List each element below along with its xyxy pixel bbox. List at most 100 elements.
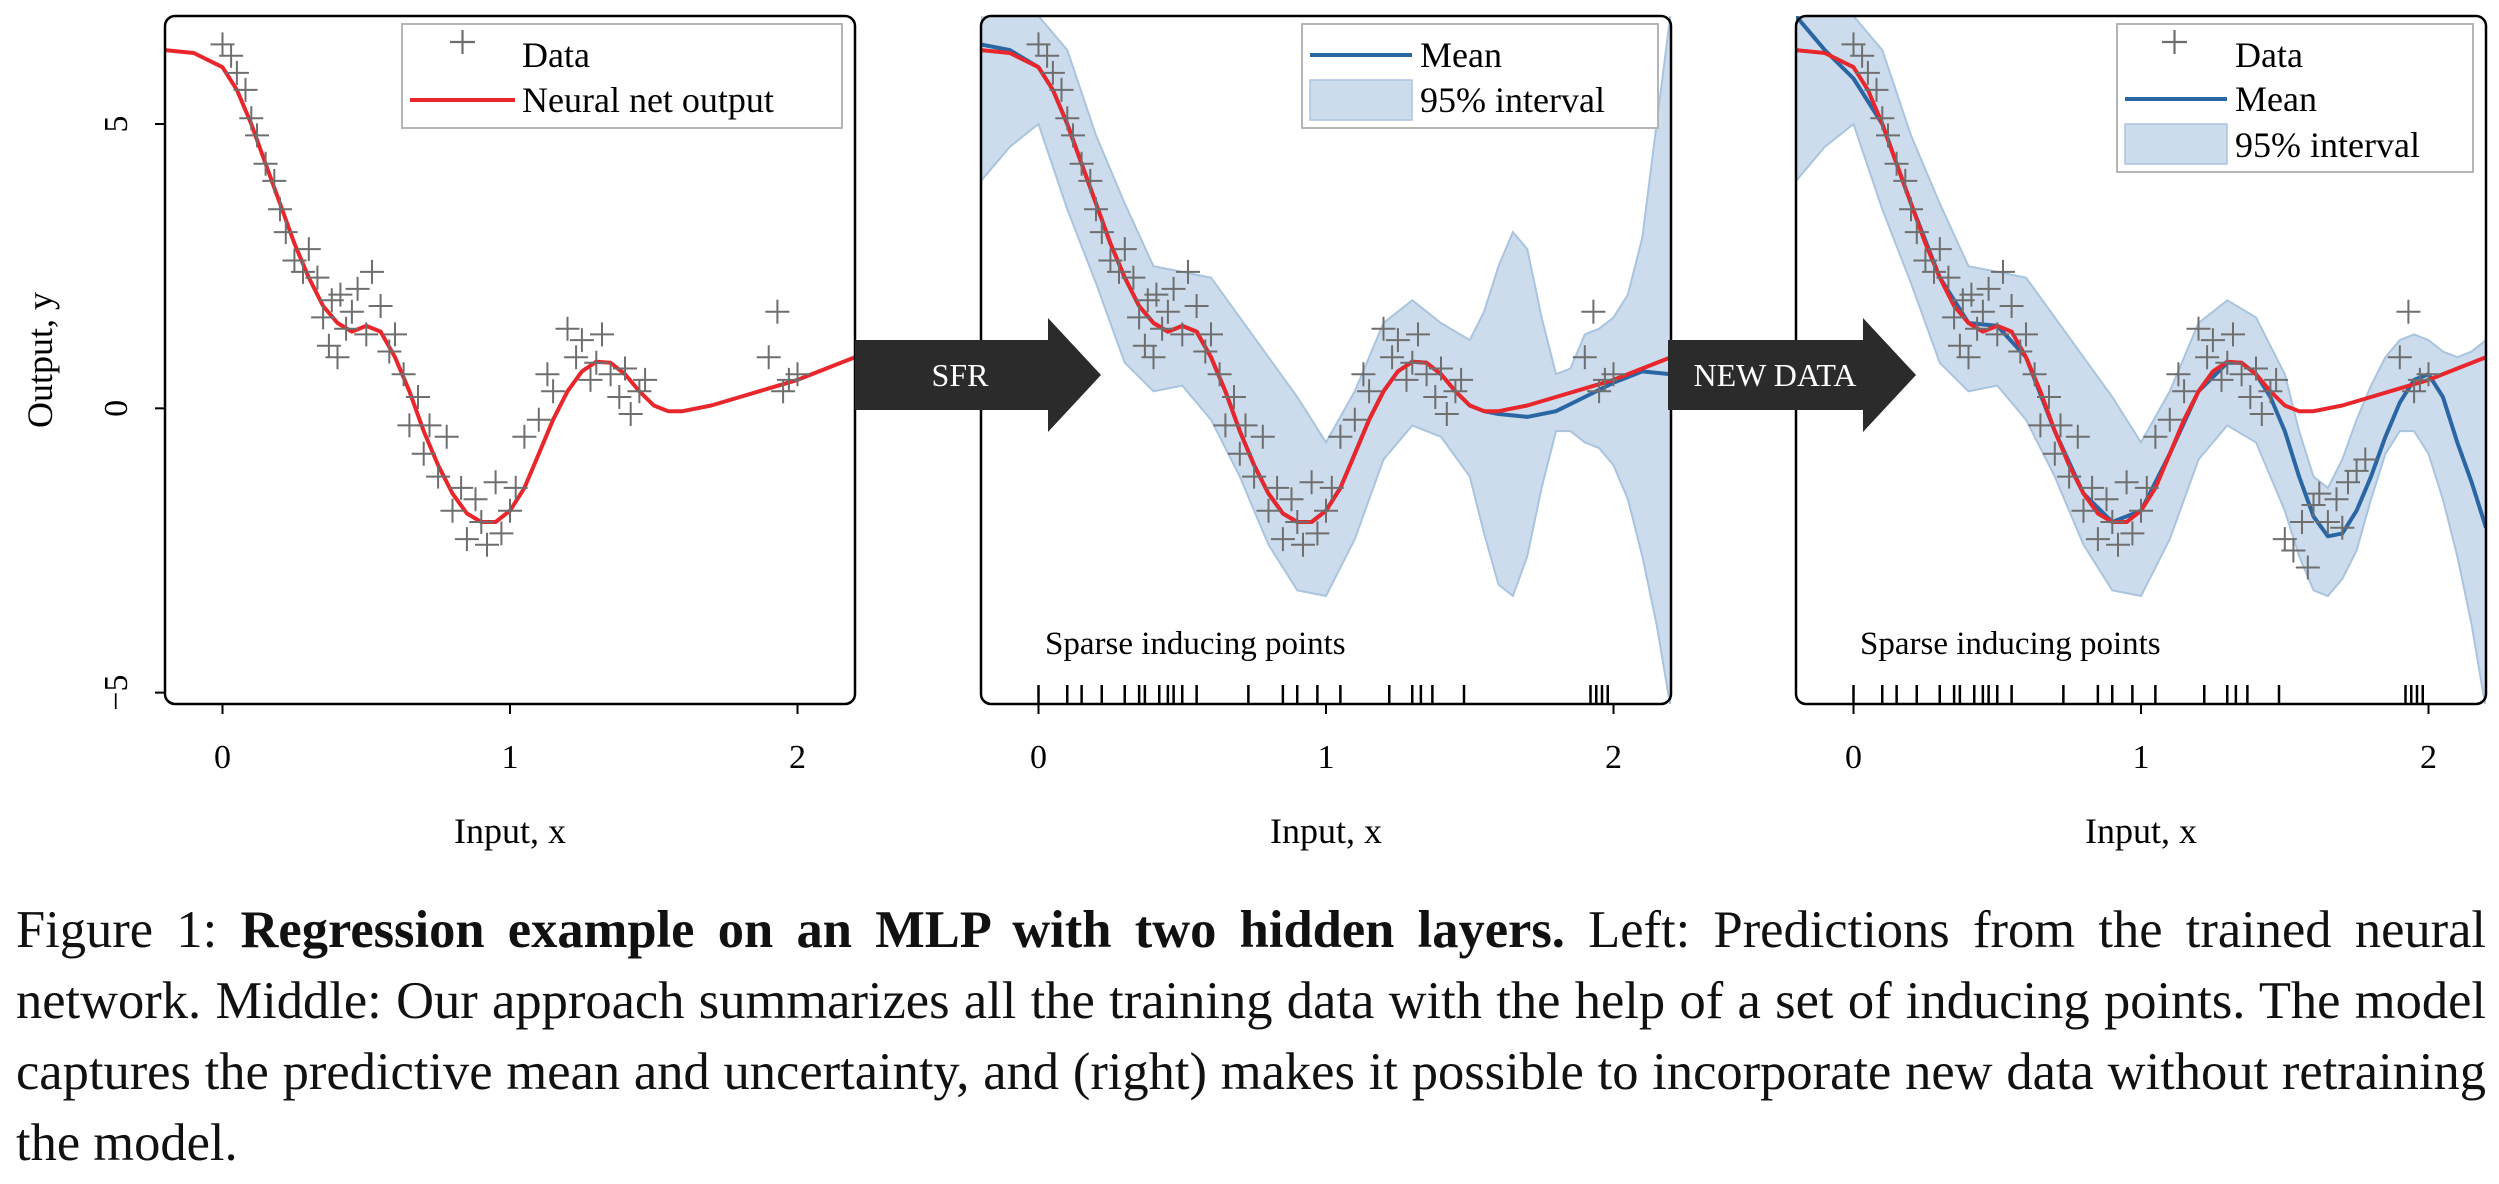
right-xlabel: Input, x bbox=[2085, 811, 2197, 851]
data-point bbox=[2295, 555, 2320, 580]
middle-plot-area bbox=[981, 16, 1671, 704]
data-point bbox=[771, 379, 796, 404]
data-point bbox=[454, 527, 479, 552]
middle-axis-ticks: 0 1 2 bbox=[1030, 704, 1622, 776]
data-point bbox=[1443, 379, 1468, 404]
data-point bbox=[2065, 424, 2090, 449]
data-point bbox=[1328, 424, 1353, 449]
left-xlabel: Input, x bbox=[454, 811, 566, 851]
data-point bbox=[2100, 510, 2125, 534]
middle-inducing-label: Sparse inducing points bbox=[1045, 626, 1346, 662]
data-point bbox=[526, 407, 551, 432]
data-point bbox=[1985, 322, 2010, 347]
data-point bbox=[1155, 299, 1180, 324]
data-point bbox=[2037, 385, 2061, 409]
left-legend-nn-label: Neural net output bbox=[522, 80, 774, 120]
middle-legend-mean-label: Mean bbox=[1420, 35, 1502, 75]
data-point bbox=[2071, 498, 2096, 523]
data-point bbox=[2264, 367, 2289, 392]
data-point bbox=[1121, 265, 1146, 290]
interval-band bbox=[981, 16, 1671, 704]
data-point bbox=[2022, 362, 2047, 387]
data-point bbox=[426, 464, 451, 489]
y-tick-label: 5 bbox=[98, 116, 135, 133]
data-point bbox=[1965, 316, 1990, 341]
data-point bbox=[368, 294, 393, 318]
data-point bbox=[1922, 259, 1946, 284]
data-point bbox=[2315, 510, 2340, 534]
caption-label: Figure 1: bbox=[16, 901, 218, 959]
new-data-arrow-label: NEW DATA bbox=[1693, 357, 1856, 393]
data-point bbox=[449, 475, 474, 500]
right-axis-ticks: 0 1 2 bbox=[1845, 704, 2437, 776]
data-point bbox=[440, 498, 465, 523]
caption-title: Regression example on an MLP with two hi… bbox=[240, 901, 1565, 959]
data-point bbox=[360, 259, 384, 284]
data-point bbox=[1850, 43, 1875, 68]
data-point bbox=[2114, 470, 2139, 495]
data-point bbox=[1242, 464, 1267, 489]
data-point bbox=[2200, 328, 2225, 353]
data-point bbox=[633, 367, 658, 392]
left-legend: Data Neural net output bbox=[401, 23, 843, 129]
data-point bbox=[339, 299, 364, 324]
x-tick-label: 0 bbox=[214, 739, 231, 776]
data-point bbox=[785, 362, 810, 387]
data-point bbox=[607, 385, 632, 409]
middle-panel: 0 1 2 Sparse inducing points Input, x Mean… bbox=[979, 14, 1673, 851]
data-point bbox=[469, 510, 494, 534]
data-point bbox=[1199, 322, 1223, 347]
data-point bbox=[1141, 345, 1166, 370]
data-point bbox=[627, 379, 652, 404]
new-data-arrow: NEW DATA bbox=[1668, 318, 1916, 432]
data-point bbox=[1581, 299, 1606, 324]
data-point bbox=[2324, 487, 2349, 512]
data-point bbox=[1233, 413, 1258, 438]
data-point bbox=[578, 367, 603, 392]
legend-interval-swatch bbox=[2124, 123, 2228, 165]
data-point bbox=[535, 362, 560, 387]
data-point bbox=[383, 322, 407, 347]
data-point bbox=[1899, 197, 1923, 222]
data-point bbox=[1184, 294, 1209, 318]
data-point bbox=[463, 487, 488, 512]
data-point bbox=[434, 424, 459, 449]
data-point bbox=[1394, 367, 1419, 392]
data-point bbox=[268, 197, 292, 222]
data-point bbox=[1936, 265, 1961, 290]
data-point bbox=[2215, 350, 2240, 375]
data-point bbox=[503, 475, 528, 500]
data-point bbox=[1893, 168, 1918, 193]
data-point bbox=[498, 498, 522, 523]
data-point bbox=[311, 305, 336, 330]
data-point bbox=[325, 345, 350, 370]
data-point bbox=[354, 322, 379, 347]
data-point bbox=[2353, 447, 2378, 472]
data-point bbox=[1942, 305, 1967, 330]
data-point bbox=[1956, 345, 1981, 370]
regression-figure: 0 1 2 −5 0 5 Output, y Input, x Data Neural n… bbox=[20, 14, 2488, 851]
data-point bbox=[2120, 521, 2145, 546]
data-point bbox=[1380, 345, 1405, 370]
data-point bbox=[1601, 362, 1626, 387]
data-point bbox=[1572, 345, 1597, 370]
data-point bbox=[1299, 470, 1324, 495]
data-point bbox=[245, 123, 269, 148]
data-point bbox=[2209, 367, 2234, 392]
data-point bbox=[1429, 356, 1453, 381]
data-point bbox=[590, 322, 614, 347]
data-point bbox=[483, 470, 508, 495]
data-point bbox=[1061, 123, 1085, 148]
data-point bbox=[2057, 464, 2082, 489]
right-legend: Data Mean 95% interval bbox=[2116, 23, 2474, 173]
data-point bbox=[1855, 60, 1880, 85]
data-point bbox=[406, 385, 430, 409]
data-point bbox=[2281, 538, 2306, 563]
data-point bbox=[1055, 106, 1080, 131]
interval-band bbox=[1796, 16, 2486, 704]
data-point bbox=[1078, 168, 1103, 193]
data-point bbox=[1150, 316, 1175, 341]
data-point bbox=[1314, 498, 1338, 523]
figure-caption: Figure 1: Regression example on an MLP w… bbox=[16, 895, 2486, 1179]
data-point bbox=[1256, 498, 1281, 523]
